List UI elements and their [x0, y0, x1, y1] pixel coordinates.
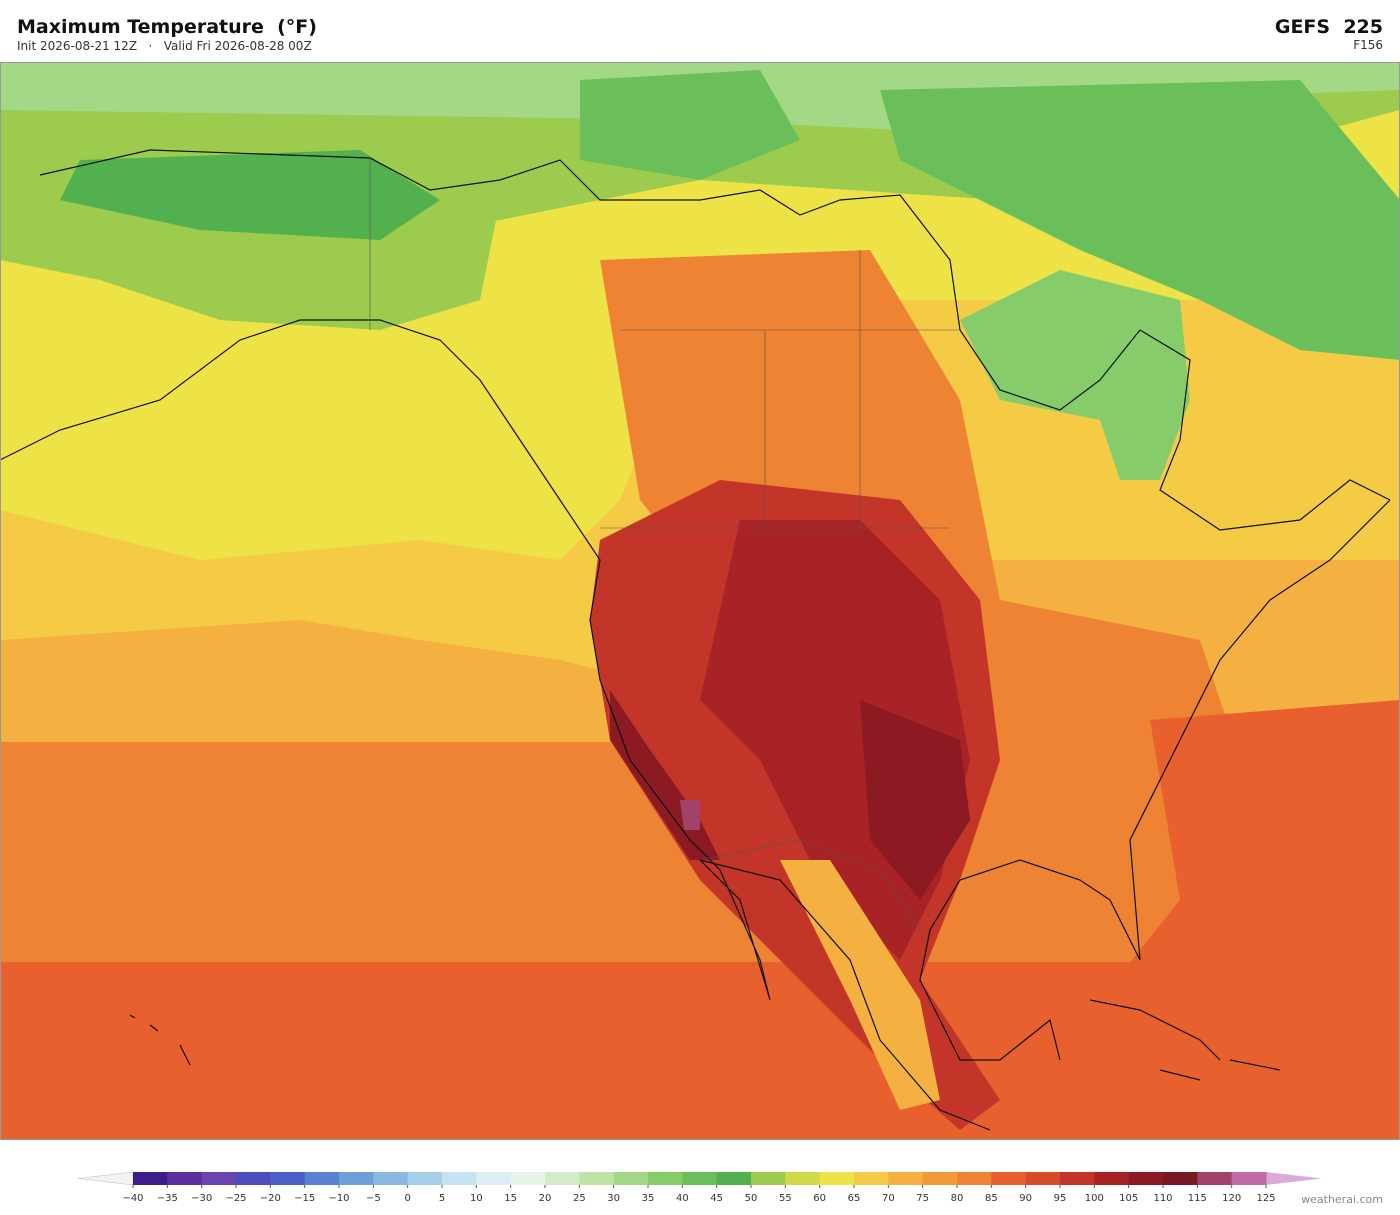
colorbar-tick-label: −20 — [260, 1193, 281, 1204]
colorbar-swatch — [888, 1172, 924, 1185]
colorbar-swatch — [510, 1172, 546, 1185]
colorbar-tick-label: 60 — [813, 1193, 826, 1204]
field — [680, 800, 700, 830]
colorbar-swatch — [579, 1172, 615, 1185]
colorbar-tick-label: −25 — [225, 1193, 246, 1204]
colorbar-tick-label: 100 — [1085, 1193, 1104, 1204]
coastline — [129, 999, 1281, 1081]
colorbar-tick-label: 120 — [1222, 1193, 1241, 1204]
colorbar-swatch — [1197, 1172, 1233, 1185]
colorbar-tick-label: 35 — [642, 1193, 655, 1204]
border — [369, 158, 960, 931]
colorbar-tick-label: 70 — [882, 1193, 895, 1204]
coastline — [39, 149, 1391, 531]
colorbar-swatch — [922, 1172, 958, 1185]
colorbar-swatch — [1128, 1172, 1164, 1185]
colorbar-swatch — [819, 1172, 855, 1185]
colorbar-tick-label: 20 — [539, 1193, 552, 1204]
colorbar-swatch — [1060, 1172, 1095, 1185]
colorbar-swatch — [991, 1172, 1027, 1185]
colorbar-swatch — [201, 1172, 237, 1185]
colorbar-swatch — [407, 1172, 443, 1185]
colorbar-tick-label: 75 — [916, 1193, 929, 1204]
colorbar-tick-label: 55 — [779, 1193, 792, 1204]
field — [880, 80, 1400, 360]
field — [60, 150, 440, 240]
colorbar-tick-label: 125 — [1256, 1193, 1275, 1204]
colorbar-over — [1266, 1172, 1322, 1185]
colorbar-swatch — [716, 1172, 752, 1185]
coastline — [0, 319, 991, 1131]
temperature-field — [0, 62, 1400, 1140]
colorbar-swatch — [133, 1172, 168, 1185]
colorbar-swatch — [1231, 1172, 1267, 1185]
colorbar-tick-label: 85 — [985, 1193, 998, 1204]
colorbar-tick-label: −35 — [157, 1193, 178, 1204]
colorbar-tick-label: −15 — [294, 1193, 315, 1204]
colorbar-swatch — [957, 1172, 992, 1185]
colorbar-tick-label: 10 — [470, 1193, 483, 1204]
colorbar-swatch — [1094, 1172, 1130, 1185]
init-time: Init 2026-08-21 12Z — [17, 39, 138, 53]
colorbar-tick-label: 45 — [710, 1193, 723, 1204]
colorbar-swatch — [613, 1172, 649, 1185]
separator: · — [148, 39, 153, 53]
colorbar-swatch — [373, 1172, 409, 1185]
colorbar-swatch — [854, 1172, 889, 1185]
colorbar-tick-label: 90 — [1019, 1193, 1032, 1204]
colorbar-swatch — [682, 1172, 718, 1185]
field — [960, 270, 1190, 480]
colorbar-tick-label: 65 — [848, 1193, 861, 1204]
colorbar-tick-label: 95 — [1054, 1193, 1067, 1204]
field — [1050, 700, 1400, 1140]
colorbar-swatch — [270, 1172, 306, 1185]
coastlines — [0, 149, 1391, 1131]
colorbar-tick-label: −40 — [122, 1193, 143, 1204]
colorbar-tick-label: −5 — [366, 1193, 381, 1204]
model-name: GEFS 225 — [1274, 16, 1383, 38]
colorbar-swatch — [339, 1172, 374, 1185]
colorbar-tick-label: 110 — [1153, 1193, 1172, 1204]
colorbar-tick-label: 105 — [1119, 1193, 1138, 1204]
coastline — [919, 499, 1391, 1061]
borders — [369, 158, 960, 931]
colorbar-tick-label: 40 — [676, 1193, 689, 1204]
colorbar-swatch — [648, 1172, 683, 1185]
colorbar: −40 −35 −30 −25 −20 −15 −10 −5 0 5 10 15 20 25 30 35 40 4… — [77, 1171, 1322, 1204]
colorbar-swatch — [1163, 1172, 1198, 1185]
field — [580, 70, 800, 180]
subtitle: Init 2026-08-21 12Z · Valid Fri 2026-08-… — [17, 39, 312, 53]
credit: weatherai.com — [1301, 1193, 1383, 1206]
colorbar-swatch — [785, 1172, 821, 1185]
colorbar-tick-label: −10 — [328, 1193, 349, 1204]
colorbar-swatch — [167, 1172, 203, 1185]
colorbar-tick-label: 50 — [745, 1193, 758, 1204]
colorbar-swatch — [304, 1172, 340, 1185]
colorbar-swatch — [442, 1172, 477, 1185]
colorbar-swatch — [1025, 1172, 1061, 1185]
colorbar-swatch — [751, 1172, 786, 1185]
colorbar-tick-label: −30 — [191, 1193, 212, 1204]
colorbar-swatch — [476, 1172, 512, 1185]
colorbar-swatch — [545, 1172, 580, 1185]
colorbar-tick-label: 15 — [504, 1193, 517, 1204]
colorbar-tick-label: 5 — [439, 1193, 445, 1204]
colorbar-under — [77, 1171, 134, 1186]
colorbar-tick-label: 80 — [951, 1193, 964, 1204]
forecast-hour: F156 — [1353, 38, 1383, 52]
colorbar-tick-label: 25 — [573, 1193, 586, 1204]
field — [860, 700, 970, 900]
colorbar-swatch — [236, 1172, 271, 1185]
colorbar-tick-label: 115 — [1188, 1193, 1207, 1204]
valid-time: Valid Fri 2026-08-28 00Z — [163, 39, 312, 53]
map-title: Maximum Temperature (°F) — [17, 16, 317, 38]
colorbar-tick-label: 0 — [404, 1193, 410, 1204]
colorbar-tick-label: 30 — [607, 1193, 620, 1204]
